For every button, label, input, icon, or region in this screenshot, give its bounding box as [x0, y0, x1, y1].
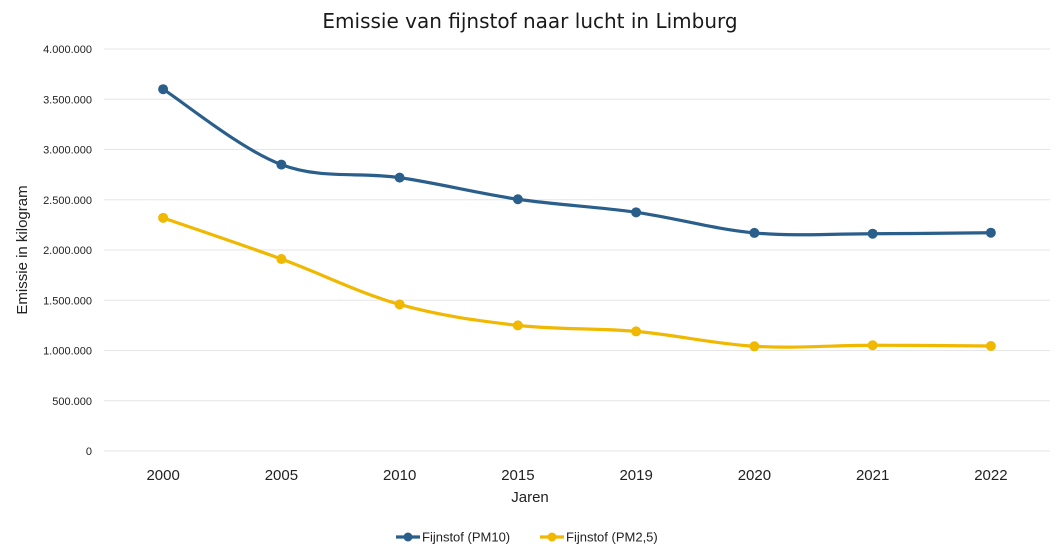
legend-label: Fijnstof (PM10): [422, 530, 510, 545]
x-tick-label: 2005: [265, 467, 298, 484]
x-tick-label: 2022: [974, 467, 1007, 484]
data-point: [158, 212, 169, 223]
data-point: [512, 194, 523, 205]
series-pm10: [158, 84, 996, 239]
data-point: [276, 254, 287, 265]
x-tick-label: 2020: [738, 467, 771, 484]
data-point: [749, 227, 760, 238]
data-point: [749, 341, 760, 352]
y-tick-label: 0: [86, 446, 92, 458]
data-point: [276, 159, 287, 170]
y-tick-label: 4.000.000: [43, 44, 92, 56]
legend-item: Fijnstof (PM10): [396, 530, 510, 545]
legend-item: Fijnstof (PM2,5): [540, 530, 658, 545]
x-tick-label: 2019: [619, 467, 652, 484]
data-point: [631, 326, 642, 337]
legend-marker: [403, 532, 413, 542]
series-line: [161, 87, 993, 237]
data-point: [867, 340, 878, 351]
y-tick-label: 3.000.000: [43, 145, 92, 157]
legend-label: Fijnstof (PM2,5): [566, 530, 658, 545]
data-point: [158, 84, 169, 95]
gridlines: [104, 48, 1050, 452]
legend: Fijnstof (PM10) Fijnstof (PM2,5): [396, 530, 658, 545]
y-tick-label: 1.000.000: [43, 346, 92, 358]
x-tick-label: 2000: [146, 467, 179, 484]
y-tick-label: 2.500.000: [43, 195, 92, 207]
x-axis-title: Jaren: [511, 489, 549, 506]
series-lines: [158, 84, 996, 352]
data-point: [394, 172, 405, 183]
x-tick-label: 2010: [383, 467, 416, 484]
y-tick-label: 1.500.000: [43, 295, 92, 307]
data-point: [985, 227, 996, 238]
y-axis-ticks: 0 500.000 1.000.000 1.500.000 2.000.000 2.500…: [43, 44, 92, 458]
data-point: [985, 340, 996, 351]
data-point: [512, 320, 523, 331]
x-tick-label: 2015: [501, 467, 534, 484]
x-axis-ticks: 2000 2005 2010 2015 2019 2020 2021 2022: [146, 467, 1007, 484]
data-point: [394, 299, 405, 310]
x-tick-label: 2021: [856, 467, 889, 484]
y-tick-label: 500.000: [52, 396, 92, 408]
legend-marker: [547, 532, 557, 542]
y-axis-title: Emissie in kilogram: [14, 185, 31, 314]
series-line: [161, 216, 993, 349]
y-tick-label: 2.000.000: [43, 245, 92, 257]
data-point: [867, 228, 878, 239]
chart-title: Emissie van fijnstof naar lucht in Limbu…: [322, 9, 737, 33]
y-tick-label: 3.500.000: [43, 94, 92, 106]
data-point: [631, 207, 642, 218]
series-pm25: [158, 212, 996, 352]
